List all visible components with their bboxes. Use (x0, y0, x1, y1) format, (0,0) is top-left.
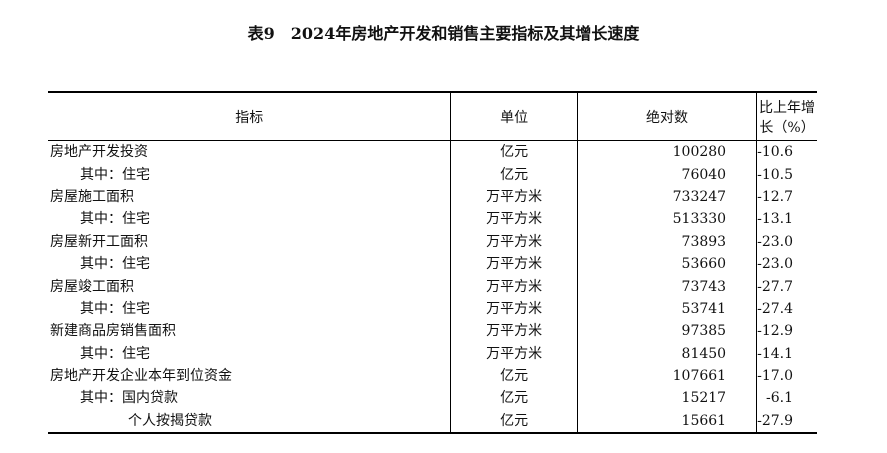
value-cell: 513330 (576, 208, 757, 231)
indicator-cell: 其中：住宅 (80, 211, 150, 228)
table-row: 其中：住宅 万平方米 81450 -14.1 (48, 342, 817, 365)
table-row: 其中：住宅 万平方米 53660 -23.0 (48, 252, 817, 276)
data-table: 指标 单位 绝对数 比上年增长（%） 房地产开发投资 亿元 100280 -10.6 其… (48, 91, 817, 435)
unit-cell: 万平方米 (450, 320, 578, 343)
table-row: 其中：住宅 万平方米 53741 -27.4 (48, 297, 817, 321)
growth-cell: -13.1 (756, 208, 817, 231)
unit-cell: 万平方米 (450, 230, 578, 253)
indicator-cell: 新建商品房销售面积 (50, 323, 176, 340)
unit-cell: 万平方米 (450, 297, 578, 321)
growth-cell: -12.7 (756, 185, 817, 209)
header-absolute: 绝对数 (576, 92, 757, 141)
indicator-cell: 个人按揭贷款 (128, 412, 212, 429)
indicator-cell: 房地产开发企业本年到位资金 (50, 368, 232, 385)
value-cell: 81450 (576, 342, 757, 365)
growth-cell: -10.5 (756, 163, 817, 186)
unit-cell: 亿元 (450, 140, 578, 164)
value-cell: 15217 (576, 387, 757, 410)
table-row: 个人按揭贷款 亿元 15661 -27.9 (48, 409, 817, 434)
value-cell: 53660 (576, 252, 757, 276)
value-cell: 733247 (576, 185, 757, 209)
table-row: 其中：国内贷款 亿元 15217 -6.1 (48, 387, 817, 410)
header-unit: 单位 (450, 92, 578, 141)
indicator-cell: 房屋施工面积 (50, 188, 134, 205)
table-row: 新建商品房销售面积 万平方米 97385 -12.9 (48, 320, 817, 343)
growth-cell: -23.0 (756, 252, 817, 276)
growth-cell: -27.9 (756, 409, 817, 434)
value-cell: 97385 (576, 320, 757, 343)
table-row: 房地产开发企业本年到位资金 亿元 107661 -17.0 (48, 364, 817, 388)
indicator-cell: 其中：国内贷款 (80, 390, 178, 407)
table-title: 表9 2024年房地产开发和销售主要指标及其增长速度 (247, 24, 640, 43)
unit-cell: 亿元 (450, 409, 578, 434)
table-row: 房地产开发投资 亿元 100280 -10.6 (48, 140, 817, 164)
value-cell: 15661 (576, 409, 757, 434)
indicator-cell: 其中：住宅 (80, 166, 150, 183)
table-row: 其中：住宅 亿元 76040 -10.5 (48, 163, 817, 186)
value-cell: 76040 (576, 163, 757, 186)
header-growth: 比上年增长（%） (756, 92, 817, 141)
indicator-cell: 房屋竣工面积 (50, 278, 134, 295)
growth-cell: -27.7 (756, 275, 817, 298)
indicator-cell: 其中：住宅 (80, 300, 150, 317)
unit-cell: 万平方米 (450, 342, 578, 365)
growth-cell: -27.4 (756, 297, 817, 321)
unit-cell: 万平方米 (450, 208, 578, 231)
growth-cell: -6.1 (756, 387, 817, 410)
table-row: 房屋竣工面积 万平方米 73743 -27.7 (48, 275, 817, 298)
indicator-cell: 其中：住宅 (80, 256, 150, 273)
growth-cell: -23.0 (756, 230, 817, 253)
unit-cell: 万平方米 (450, 252, 578, 276)
value-cell: 100280 (576, 140, 757, 164)
growth-cell: -14.1 (756, 342, 817, 365)
indicator-cell: 其中：住宅 (80, 345, 150, 362)
table-row: 房屋施工面积 万平方米 733247 -12.7 (48, 185, 817, 209)
table-row: 房屋新开工面积 万平方米 73893 -23.0 (48, 230, 817, 253)
value-cell: 73893 (576, 230, 757, 253)
unit-cell: 亿元 (450, 387, 578, 410)
header-indicator: 指标 (48, 92, 451, 141)
growth-cell: -17.0 (756, 364, 817, 388)
growth-cell: -12.9 (756, 320, 817, 343)
growth-cell: -10.6 (756, 140, 817, 164)
unit-cell: 亿元 (450, 163, 578, 186)
value-cell: 107661 (576, 364, 757, 388)
unit-cell: 亿元 (450, 364, 578, 388)
value-cell: 73743 (576, 275, 757, 298)
value-cell: 53741 (576, 297, 757, 321)
header-row: 指标 单位 绝对数 比上年增长（%） (48, 92, 817, 141)
unit-cell: 万平方米 (450, 185, 578, 209)
indicator-cell: 房屋新开工面积 (50, 233, 148, 250)
table-row: 其中：住宅 万平方米 513330 -13.1 (48, 208, 817, 231)
unit-cell: 万平方米 (450, 275, 578, 298)
indicator-cell: 房地产开发投资 (50, 144, 148, 161)
